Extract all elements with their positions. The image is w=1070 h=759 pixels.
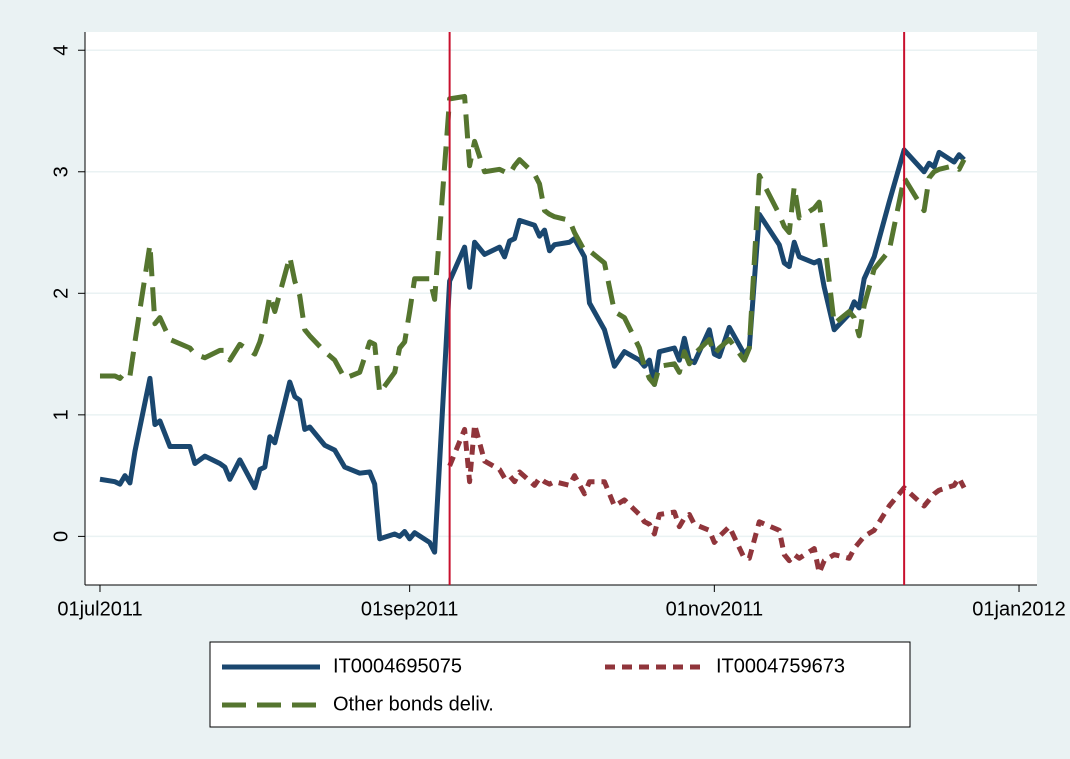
- plot-area: [85, 32, 1037, 585]
- legend-label: IT0004759673: [716, 655, 845, 677]
- legend-label: IT0004695075: [333, 655, 462, 677]
- y-tick-label: 1: [50, 409, 72, 420]
- y-tick-label: 2: [50, 288, 72, 299]
- y-tick-label: 0: [50, 531, 72, 542]
- series-line: [99, 147, 966, 555]
- x-tick-label: 01jan2012: [972, 598, 1065, 620]
- legend-box: [209, 641, 911, 728]
- x-tick-label: 01jul2011: [57, 598, 142, 620]
- x-tick-label: 01nov2011: [666, 598, 764, 620]
- x-tick-label: 01sep2011: [361, 598, 459, 620]
- y-tick-label: 4: [50, 45, 72, 56]
- series-line: [447, 422, 967, 576]
- series-line: [99, 93, 967, 396]
- y-tick-label: 3: [50, 166, 72, 177]
- legend-label: Other bonds deliv.: [333, 693, 494, 715]
